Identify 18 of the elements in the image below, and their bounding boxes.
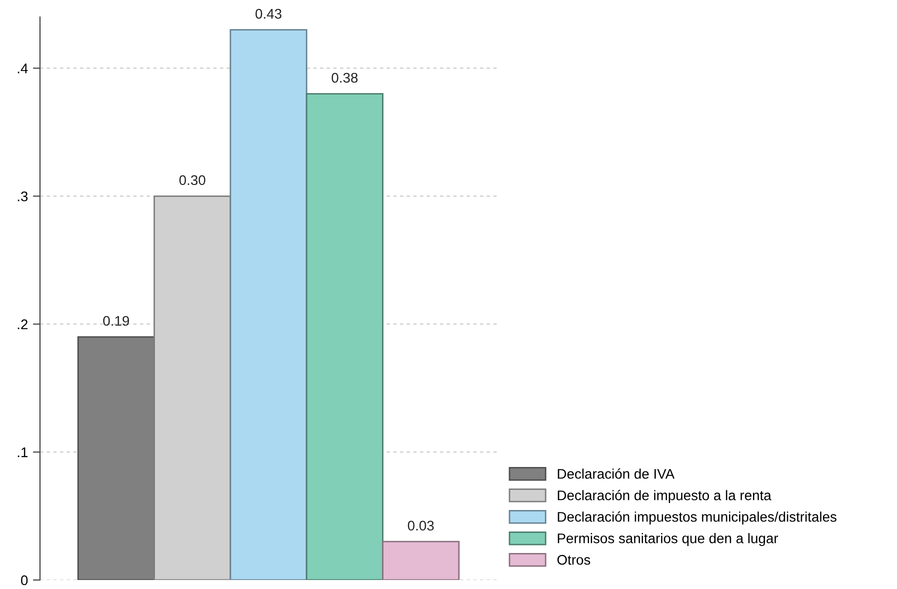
y-tick-label: 0 xyxy=(21,575,28,586)
legend-label: Permisos sanitarios que den a lugar xyxy=(558,533,778,546)
y-tick-label: .3 xyxy=(18,191,28,202)
data-label: 0.38 xyxy=(332,72,358,83)
data-label: 0.30 xyxy=(179,175,206,186)
bar xyxy=(382,540,460,580)
y-tick-label: .1 xyxy=(18,448,28,458)
data-label: 0.19 xyxy=(103,316,130,326)
legend-label: Otros xyxy=(557,554,590,565)
bar xyxy=(306,93,384,580)
y-tick-label: .2 xyxy=(18,319,28,330)
legend-label: Declaración impuestos municipales/distritales xyxy=(558,511,836,525)
bar xyxy=(230,29,308,580)
y-tick-label: .4 xyxy=(18,64,28,74)
data-label: 0.43 xyxy=(256,8,282,19)
legend-label: Declaración de IVA xyxy=(558,468,675,479)
data-label: 0.03 xyxy=(408,520,434,531)
legend-label: Declaración de impuesto a la renta xyxy=(558,490,772,504)
